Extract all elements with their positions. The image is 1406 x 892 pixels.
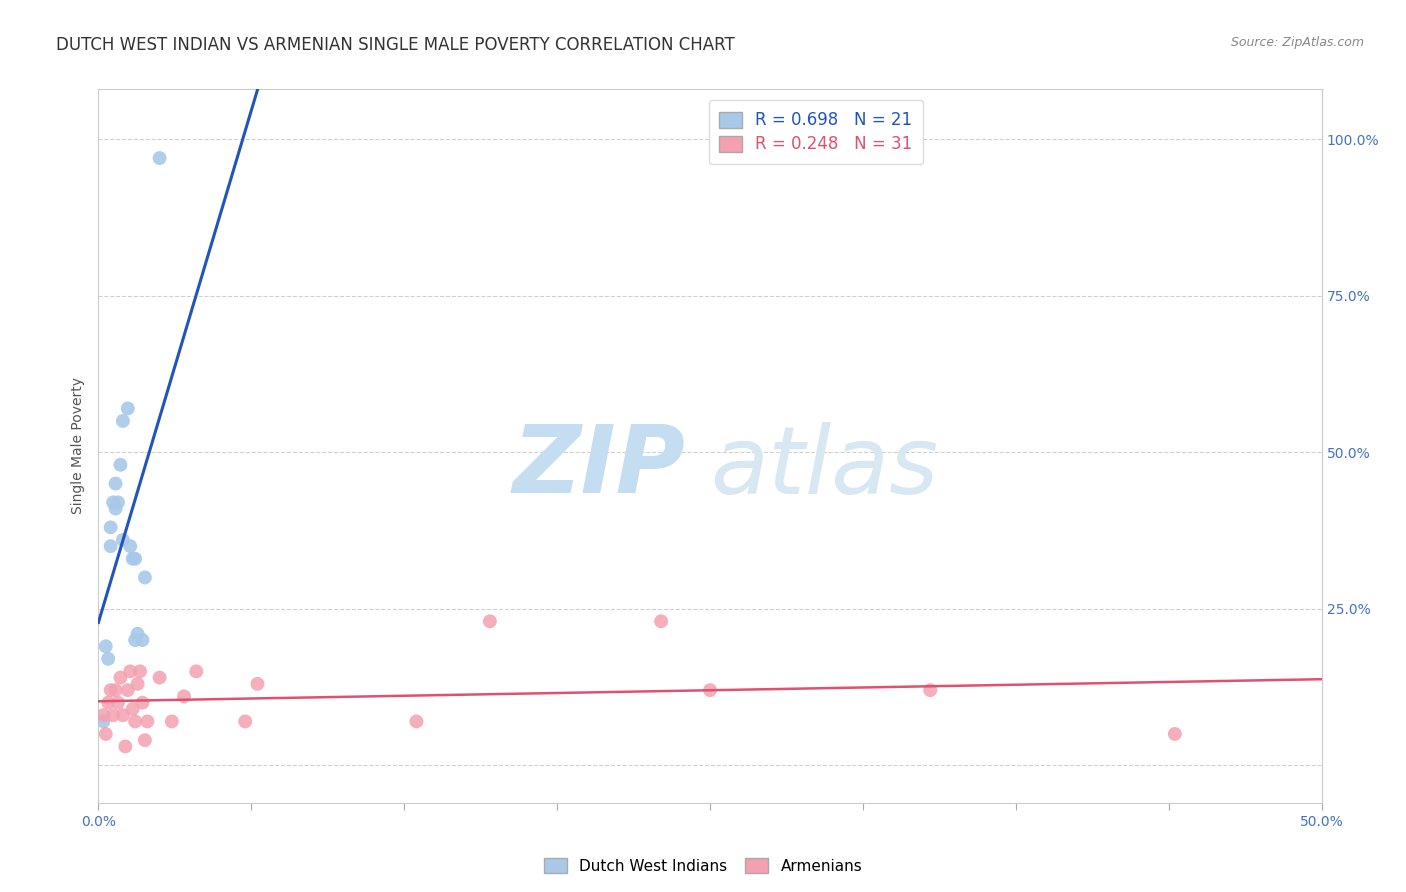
- Point: [100, 683, 122, 698]
- Point: [110, 671, 132, 685]
- Point: [160, 714, 183, 729]
- Text: atlas: atlas: [710, 422, 938, 513]
- Point: [117, 401, 139, 416]
- Point: [233, 714, 256, 729]
- Point: [91, 708, 114, 723]
- Point: [134, 570, 156, 584]
- Text: ZIP: ZIP: [513, 421, 686, 514]
- Point: [149, 671, 172, 685]
- Text: Source: ZipAtlas.com: Source: ZipAtlas.com: [1230, 36, 1364, 49]
- Point: [104, 501, 127, 516]
- Point: [134, 733, 156, 747]
- Point: [94, 727, 117, 741]
- Point: [127, 627, 149, 641]
- Point: [104, 476, 127, 491]
- Point: [124, 633, 146, 648]
- Text: DUTCH WEST INDIAN VS ARMENIAN SINGLE MALE POVERTY CORRELATION CHART: DUTCH WEST INDIAN VS ARMENIAN SINGLE MAL…: [56, 36, 735, 54]
- Point: [1164, 727, 1187, 741]
- Legend: R = 0.698   N = 21, R = 0.248   N = 31: R = 0.698 N = 21, R = 0.248 N = 31: [709, 101, 922, 164]
- Point: [186, 665, 208, 679]
- Point: [699, 683, 721, 698]
- Point: [127, 677, 149, 691]
- Point: [246, 677, 269, 691]
- Point: [650, 614, 672, 628]
- Point: [136, 714, 159, 729]
- Point: [173, 690, 195, 704]
- Point: [124, 551, 146, 566]
- Point: [131, 696, 153, 710]
- Point: [120, 539, 142, 553]
- Point: [111, 414, 134, 428]
- Point: [107, 696, 129, 710]
- Y-axis label: Single Male Poverty: Single Male Poverty: [72, 377, 86, 515]
- Point: [97, 652, 120, 666]
- Point: [405, 714, 427, 729]
- Point: [91, 714, 114, 729]
- Point: [120, 665, 142, 679]
- Point: [100, 520, 122, 534]
- Point: [131, 633, 153, 648]
- Point: [121, 551, 143, 566]
- Point: [149, 151, 172, 165]
- Point: [101, 495, 124, 509]
- Point: [104, 683, 127, 698]
- Point: [111, 708, 134, 723]
- Point: [478, 614, 501, 628]
- Point: [97, 696, 120, 710]
- Point: [111, 533, 134, 547]
- Point: [117, 683, 139, 698]
- Point: [107, 495, 129, 509]
- Point: [920, 683, 942, 698]
- Legend: Dutch West Indians, Armenians: Dutch West Indians, Armenians: [537, 852, 869, 880]
- Point: [110, 458, 132, 472]
- Point: [100, 539, 122, 553]
- Point: [129, 665, 152, 679]
- Point: [124, 714, 146, 729]
- Point: [114, 739, 136, 754]
- Point: [94, 640, 117, 654]
- Point: [121, 702, 143, 716]
- Point: [101, 708, 124, 723]
